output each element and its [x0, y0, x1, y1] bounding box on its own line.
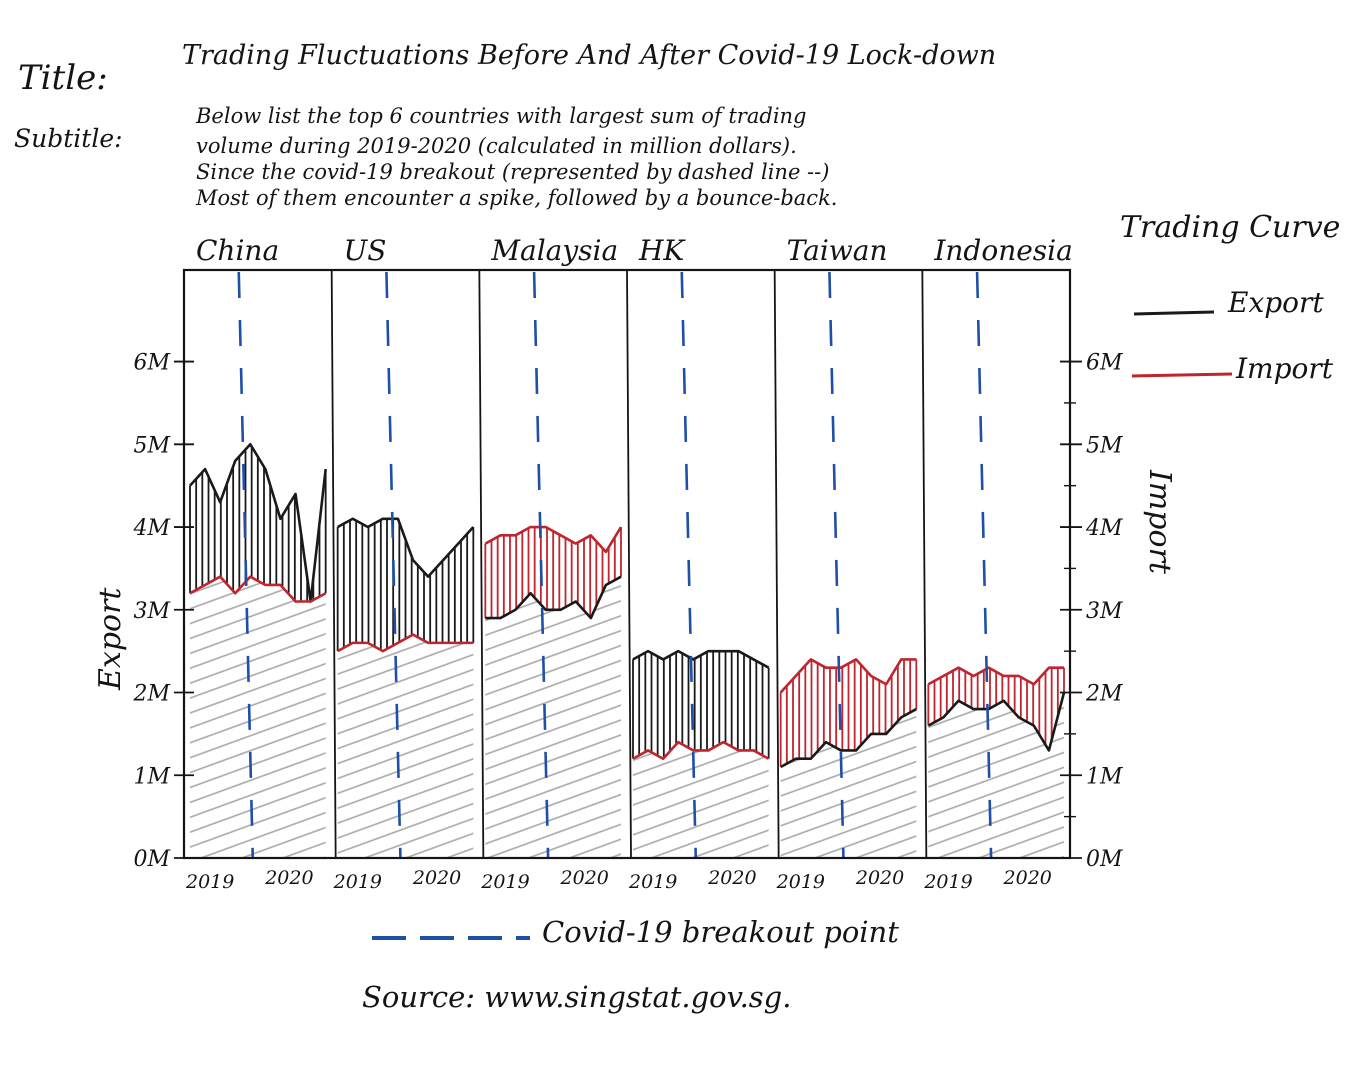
title-label: Title:: [18, 58, 108, 98]
x-tick-label: 2019: [333, 871, 382, 893]
breakout-line: [532, 271, 550, 859]
export-line: [337, 517, 475, 578]
y-axis-title-right: Import: [1142, 469, 1177, 575]
export-line: [927, 692, 1066, 752]
y-tick-label-left: 5M: [133, 433, 170, 458]
country-label: US: [344, 234, 387, 267]
import-line: [927, 666, 1064, 686]
y-tick-label-left: 4M: [132, 516, 170, 541]
breakout-line: [385, 271, 402, 859]
y-tick-label-right: 2M: [1085, 682, 1123, 707]
panel-taiwan: [779, 271, 918, 859]
y-tick-label-left: 2M: [132, 682, 170, 707]
x-tick-label: 2020: [1003, 867, 1052, 889]
x-tick-label: 2019: [776, 871, 825, 893]
y-tick-label-left: 0M: [133, 847, 170, 872]
y-tick-label-right: 4M: [1085, 516, 1123, 541]
country-label: China: [196, 234, 279, 267]
x-tick-label: 2019: [185, 871, 234, 893]
panel-divider: [626, 269, 632, 859]
legend-import-label: Import: [1236, 352, 1334, 385]
y-tick-label-left: 1M: [133, 764, 170, 789]
y-tick-label-right: 1M: [1086, 764, 1123, 789]
hatched-area: [928, 692, 1064, 858]
x-tick-label: 2020: [855, 867, 904, 889]
y-tick-label-right: 5M: [1086, 433, 1123, 458]
plot-frame: [182, 268, 1072, 860]
panel-us: [336, 271, 475, 859]
source-note: Source: www.singstat.gov.sg.: [362, 980, 792, 1014]
x-tick-label: 2020: [560, 867, 609, 889]
import-line: [779, 658, 917, 694]
hatched-area: [780, 709, 917, 858]
subtitle-line: Most of them encounter a spike, followed…: [196, 186, 838, 210]
subtitle-line: volume during 2019-2020 (calculated in m…: [196, 134, 797, 158]
y-tick-label-right: 3M: [1086, 599, 1123, 624]
panel-divider: [478, 269, 485, 859]
breakout-line: [975, 271, 993, 859]
x-tick-label: 2020: [707, 867, 756, 889]
breakout-line: [237, 271, 255, 859]
subtitle-line: Since the covid-19 breakout (represented…: [196, 160, 830, 184]
country-label: Indonesia: [933, 234, 1072, 267]
import-line: [189, 575, 327, 603]
y-tick-label-right: 0M: [1086, 847, 1123, 872]
hatched-area: [190, 576, 326, 858]
export-line: [632, 649, 770, 669]
chart-title: Trading Fluctuations Before And After Co…: [182, 40, 997, 71]
panel-hk: [632, 271, 770, 859]
subtitle-line: Below list the top 6 countries with larg…: [196, 104, 807, 128]
export-line: [485, 575, 622, 620]
legend-export-swatch: [1133, 310, 1215, 316]
legend-title: Trading Curve: [1120, 210, 1341, 245]
country-label: Taiwan: [787, 234, 888, 267]
panel-indonesia: [927, 271, 1066, 859]
import-line: [632, 740, 770, 761]
panel-china: [189, 271, 327, 859]
x-tick-label: 2020: [264, 867, 313, 889]
y-tick-label-left: 3M: [133, 599, 170, 624]
breakout-line: [828, 271, 845, 859]
y-tick-label-left: 6M: [133, 351, 170, 376]
breakout-legend-label: Covid-19 breakout point: [542, 915, 899, 949]
legend-export-label: Export: [1228, 286, 1324, 319]
legend-import-swatch: [1131, 372, 1233, 378]
export-line: [780, 707, 917, 769]
hatched-area: [337, 634, 474, 858]
import-line: [337, 633, 474, 653]
subtitle-label: Subtitle:: [14, 124, 123, 153]
y-tick-label-right: 6M: [1086, 351, 1123, 376]
y-axis-title-left: Export: [93, 587, 128, 691]
panel-malaysia: [484, 271, 623, 859]
x-tick-label: 2019: [480, 871, 529, 893]
x-tick-label: 2020: [412, 867, 461, 889]
panel-divider: [330, 269, 337, 859]
x-tick-label: 2019: [628, 871, 677, 893]
import-line: [484, 525, 623, 554]
panel-divider: [773, 269, 780, 859]
breakout-line: [680, 271, 698, 859]
panel-divider: [921, 269, 928, 859]
country-label: HK: [638, 234, 686, 267]
hatched-area: [633, 742, 769, 858]
country-label: Malaysia: [490, 234, 618, 267]
hatched-area: [485, 576, 621, 858]
export-line: [189, 443, 327, 603]
x-tick-label: 2019: [923, 871, 972, 893]
